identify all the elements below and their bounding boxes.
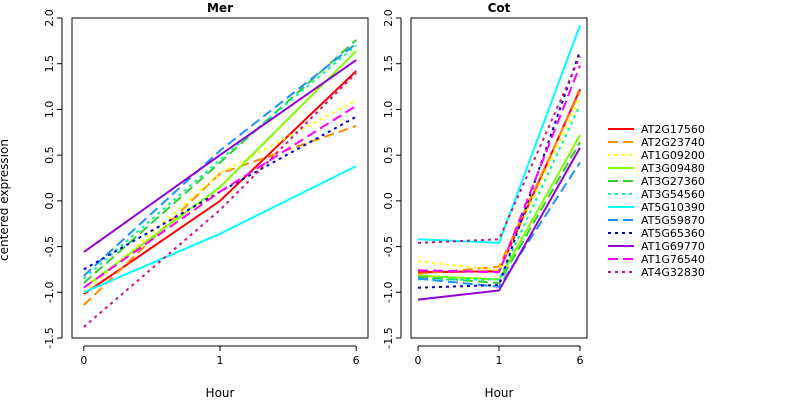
series-line-at1g76540 [417, 65, 581, 274]
legend-item: AT5G10390 [608, 201, 705, 214]
series-line-at3g27360 [417, 141, 581, 285]
series-line-at3g27360 [83, 39, 357, 284]
series-line-at1g69770 [417, 147, 581, 301]
legend-item: AT2G23740 [608, 136, 705, 149]
legend: AT2G17560AT2G23740AT1G09200AT3G09480AT3G… [608, 123, 705, 279]
x-tick-label: 1 [496, 354, 503, 367]
series-line-at5g10390 [417, 24, 581, 244]
panel-title: Mer [207, 1, 233, 15]
panel-0: Mer -1.5 -1.0 -0.5 0.0 0.5 1.0 1.5 2.0 0 1 6 Hour [43, 1, 369, 400]
series-line-at2g17560 [417, 88, 581, 274]
legend-label: AT4G32830 [641, 266, 705, 279]
legend-label: AT1G09200 [641, 149, 705, 162]
y-tick-label: 0.0 [43, 192, 56, 210]
y-tick-label: 0.5 [43, 146, 56, 164]
legend-item: AT3G54560 [608, 188, 705, 201]
legend-item: AT3G09480 [608, 162, 705, 175]
y-tick-label: 1.5 [43, 55, 56, 73]
y-tick-label: 2.0 [382, 9, 395, 27]
series-line-at1g69770 [83, 59, 357, 253]
legend-item: AT5G65360 [608, 227, 705, 240]
series-line-at2g23740 [417, 90, 581, 275]
x-tick-label: 6 [353, 354, 360, 367]
legend-item: AT1G69770 [608, 240, 705, 253]
panel-1: Cot -1.5 -1.0 -0.5 0.0 0.5 1.0 1.5 2.0 0 1 6 Hour [382, 1, 588, 400]
series-line-at5g10390 [83, 165, 357, 294]
legend-label: AT1G76540 [641, 253, 705, 266]
y-tick-label: 1.0 [382, 101, 395, 119]
legend-item: AT2G17560 [608, 123, 705, 136]
series-line-at2g17560 [83, 70, 357, 295]
legend-label: AT5G10390 [641, 201, 705, 214]
plot-frame [71, 17, 369, 339]
series-line-at3g09480 [83, 50, 357, 289]
x-tick-label: 1 [217, 354, 224, 367]
y-tick-label: -0.5 [382, 236, 395, 257]
plot-frame [410, 17, 588, 339]
legend-label: AT2G17560 [641, 123, 705, 136]
legend-label: AT3G54560 [641, 188, 705, 201]
panel-title: Cot [488, 1, 511, 15]
x-axis-title: Hour [206, 386, 235, 400]
legend-label: AT5G59870 [641, 214, 705, 227]
legend-label: AT2G23740 [641, 136, 705, 149]
legend-item: AT5G59870 [608, 214, 705, 227]
series-line-at1g76540 [83, 104, 357, 289]
y-tick-label: 0.5 [382, 146, 395, 164]
x-tick-label: 0 [80, 354, 87, 367]
y-tick-label: -1.5 [43, 327, 56, 348]
y-tick-label: 1.0 [43, 101, 56, 119]
y-tick-label: 1.5 [382, 55, 395, 73]
x-axis-title: Hour [485, 386, 514, 400]
y-tick-label: -1.5 [382, 327, 395, 348]
series-line-at4g32830 [83, 72, 357, 328]
x-tick-label: 6 [576, 354, 583, 367]
y-tick-label: 0.0 [382, 192, 395, 210]
series-line-at1g09200 [83, 99, 357, 294]
y-tick-label: 2.0 [43, 9, 56, 27]
legend-label: AT3G09480 [641, 162, 705, 175]
legend-item: AT3G27360 [608, 175, 705, 188]
x-tick-label: 0 [415, 354, 422, 367]
legend-item: AT4G32830 [608, 266, 705, 279]
y-axis-title: centered expression [0, 139, 11, 261]
legend-label: AT3G27360 [641, 175, 705, 188]
legend-label: AT1G69770 [641, 240, 705, 253]
series-line-at4g32830 [417, 55, 581, 244]
series-line-at5g59870 [417, 161, 581, 288]
y-tick-label: -1.0 [382, 282, 395, 303]
series-line-at5g65360 [417, 50, 581, 289]
legend-label: AT5G65360 [641, 227, 705, 240]
legend-item: AT1G76540 [608, 253, 705, 266]
y-tick-label: -0.5 [43, 236, 56, 257]
y-tick-label: -1.0 [43, 282, 56, 303]
series-line-at5g59870 [83, 42, 357, 277]
legend-item: AT1G09200 [608, 149, 705, 162]
series-line-at3g09480 [417, 134, 581, 281]
panels: Mer-1.5-1.0-0.50.00.51.01.52.00 1 6HourCot… [43, 1, 588, 400]
series-line-at2g23740 [83, 124, 357, 306]
